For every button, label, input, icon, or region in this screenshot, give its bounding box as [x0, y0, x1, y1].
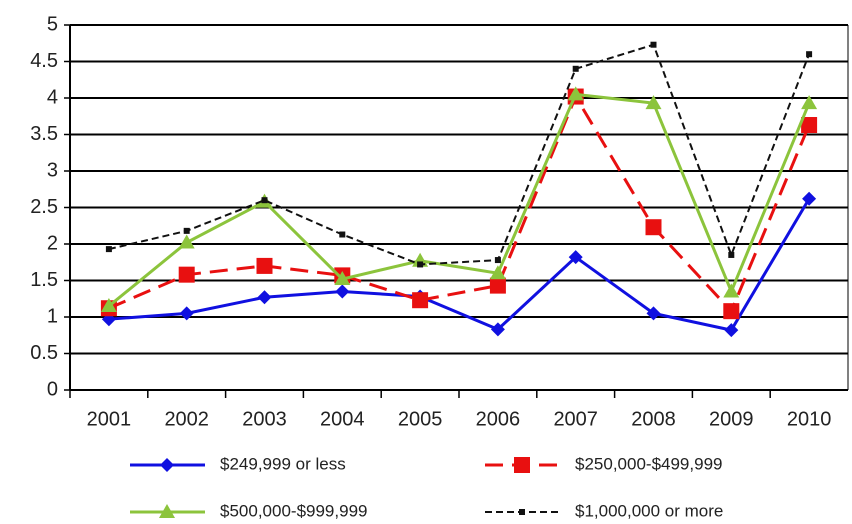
marker	[514, 457, 530, 473]
x-tick-label: 2002	[164, 408, 209, 430]
x-tick-label: 2009	[709, 408, 754, 430]
marker	[802, 191, 817, 206]
y-tick-label: 2.5	[30, 196, 58, 218]
marker	[412, 292, 429, 309]
marker	[183, 227, 190, 234]
series-line	[108, 43, 811, 266]
marker	[339, 231, 346, 238]
marker	[806, 51, 813, 58]
marker	[160, 458, 174, 472]
marker	[261, 197, 268, 204]
marker	[650, 41, 657, 48]
y-tick-label: 3	[47, 159, 58, 181]
marker	[801, 95, 818, 110]
marker	[179, 306, 194, 321]
marker	[723, 303, 740, 320]
y-tick-label: 4	[47, 86, 58, 108]
x-tick-label: 2001	[87, 408, 132, 430]
series-line	[108, 93, 811, 314]
marker	[490, 322, 505, 337]
marker	[257, 290, 272, 305]
legend-label: $1,000,000 or more	[575, 501, 723, 520]
marker	[645, 95, 662, 110]
legend-label: $250,000-$499,999	[575, 454, 722, 473]
marker	[646, 306, 661, 321]
marker	[159, 504, 175, 518]
marker	[519, 509, 525, 515]
marker	[567, 86, 584, 101]
y-tick-label: 4.5	[30, 50, 58, 72]
y-tick-label: 0.5	[30, 342, 58, 364]
marker	[724, 323, 739, 338]
series-line	[107, 92, 811, 308]
marker	[100, 298, 117, 313]
y-tick-label: 2	[47, 232, 58, 254]
marker	[494, 257, 501, 264]
marker	[334, 271, 351, 286]
x-tick-label: 2005	[398, 408, 443, 430]
x-tick-label: 2007	[553, 408, 598, 430]
marker	[645, 219, 662, 236]
marker	[178, 234, 195, 249]
marker	[256, 257, 273, 274]
marker	[572, 65, 579, 72]
legend-label: $249,999 or less	[220, 454, 346, 473]
x-tick-label: 2010	[787, 408, 832, 430]
x-tick-label: 2006	[476, 408, 521, 430]
legend-label: $500,000-$999,999	[220, 501, 367, 520]
marker	[723, 283, 740, 298]
marker	[417, 261, 424, 268]
marker	[728, 251, 735, 258]
marker	[105, 246, 112, 253]
y-tick-label: 3.5	[30, 123, 58, 145]
y-tick-label: 1	[47, 305, 58, 327]
x-tick-label: 2004	[320, 408, 365, 430]
x-tick-label: 2003	[242, 408, 287, 430]
y-tick-label: 1.5	[30, 269, 58, 291]
marker	[568, 250, 583, 265]
marker	[801, 117, 818, 134]
marker	[489, 277, 506, 294]
series-line	[108, 197, 811, 332]
x-tick-label: 2008	[631, 408, 676, 430]
marker	[489, 265, 506, 280]
y-tick-label: 5	[47, 13, 58, 35]
marker	[178, 266, 195, 283]
y-tick-label: 0	[47, 378, 58, 400]
marker	[335, 284, 350, 299]
